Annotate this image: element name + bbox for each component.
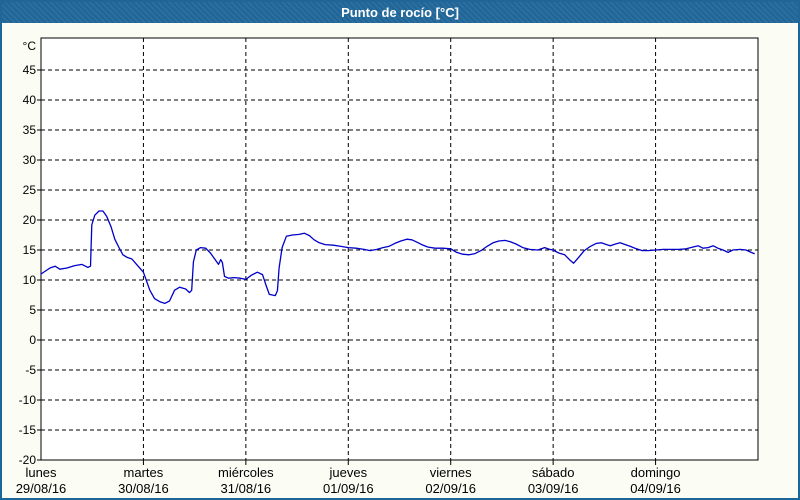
day-date-label: 04/09/16 — [630, 481, 681, 496]
day-name-label: lunes — [25, 465, 57, 480]
day-name-label: jueves — [328, 465, 367, 480]
y-tick-label: 20 — [23, 213, 37, 227]
y-tick-label: 30 — [23, 153, 37, 167]
day-name-label: martes — [124, 465, 164, 480]
y-tick-label: 10 — [23, 273, 37, 287]
y-tick-label: 15 — [23, 243, 37, 257]
plot-background — [41, 38, 758, 460]
window-title-bar: Punto de rocío [°C] — [2, 2, 798, 23]
day-date-label: 03/09/16 — [528, 481, 579, 496]
y-tick-label: 25 — [23, 183, 37, 197]
plot-frame — [40, 37, 759, 461]
day-date-label: 29/08/16 — [16, 481, 67, 496]
day-date-label: 31/08/16 — [221, 481, 272, 496]
y-tick-label: -5 — [25, 363, 36, 377]
y-tick-label: 35 — [23, 123, 37, 137]
window-title: Punto de rocío [°C] — [341, 5, 459, 20]
y-tick-label: -20 — [19, 453, 37, 467]
y-axis-unit-label: °C — [23, 39, 37, 53]
day-name-label: viernes — [430, 465, 472, 480]
day-name-label: domingo — [631, 465, 681, 480]
y-tick-label: 5 — [29, 303, 36, 317]
y-tick-label: 0 — [29, 333, 36, 347]
day-name-label: sábado — [532, 465, 575, 480]
y-tick-label: 45 — [23, 63, 37, 77]
day-name-label: miércoles — [218, 465, 274, 480]
day-date-label: 01/09/16 — [323, 481, 374, 496]
dewpoint-series-line — [40, 210, 755, 305]
day-date-label: 02/09/16 — [425, 481, 476, 496]
day-date-label: 30/08/16 — [118, 481, 169, 496]
dewpoint-chart-canvas: °C 45 40 35 30 25 20 15 10 5 0 -5 -10 -15 -20lunes29/0… — [16, 37, 759, 496]
chart-area: °C 45 40 35 30 25 20 15 10 5 0 -5 -10 -15 -20 lunes 29/0… — [2, 23, 798, 498]
y-tick-label: -10 — [19, 393, 37, 407]
y-tick-label: -15 — [19, 423, 37, 437]
y-tick-label: 40 — [23, 93, 37, 107]
